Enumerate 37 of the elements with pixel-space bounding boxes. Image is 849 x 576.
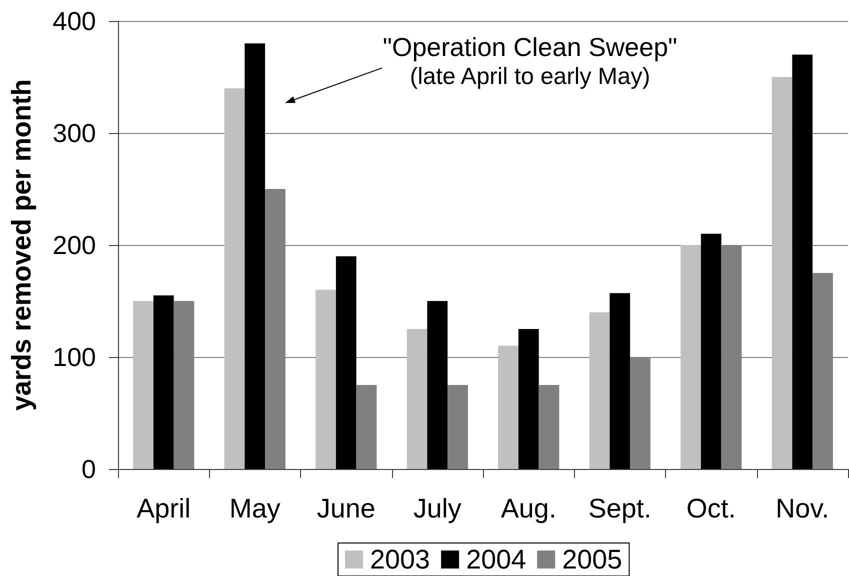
x-tick-label: Nov. bbox=[776, 494, 830, 524]
y-tick-label: 300 bbox=[52, 118, 96, 148]
bar bbox=[589, 312, 610, 469]
legend-label: 2005 bbox=[562, 544, 622, 574]
annotation: "Operation Clean Sweep" (late April to early May) bbox=[382, 32, 678, 89]
bar bbox=[772, 77, 792, 469]
x-tick-label: Oct. bbox=[686, 494, 736, 524]
bar bbox=[316, 290, 336, 469]
x-tick-label: April bbox=[136, 494, 191, 524]
bar bbox=[406, 329, 428, 469]
bar bbox=[133, 301, 154, 469]
bar bbox=[336, 256, 356, 469]
bar bbox=[498, 346, 518, 469]
y-tick-label: 0 bbox=[82, 454, 96, 484]
y-axis-title: yards removed per month bbox=[6, 79, 36, 411]
bar bbox=[448, 385, 468, 469]
y-tick-label: 200 bbox=[52, 230, 96, 260]
legend-label: 2004 bbox=[466, 544, 526, 574]
bar bbox=[680, 245, 701, 469]
bar bbox=[538, 385, 560, 469]
bar bbox=[700, 234, 722, 469]
x-tick-label: Sept. bbox=[588, 494, 652, 524]
x-tick-label: May bbox=[229, 494, 281, 524]
x-tick-label: July bbox=[413, 494, 462, 524]
bar bbox=[224, 88, 245, 469]
y-tick-label: 100 bbox=[52, 342, 96, 372]
bar bbox=[153, 295, 174, 469]
bar bbox=[610, 293, 630, 469]
x-tick-label: June bbox=[316, 494, 376, 524]
bar bbox=[427, 301, 448, 469]
y-tick-label: 400 bbox=[52, 6, 96, 36]
bar bbox=[244, 43, 266, 469]
x-tick-label: Aug. bbox=[500, 494, 556, 524]
bar bbox=[792, 54, 813, 469]
legend-label: 2003 bbox=[370, 544, 430, 574]
bar bbox=[518, 329, 539, 469]
bar bbox=[356, 385, 377, 469]
